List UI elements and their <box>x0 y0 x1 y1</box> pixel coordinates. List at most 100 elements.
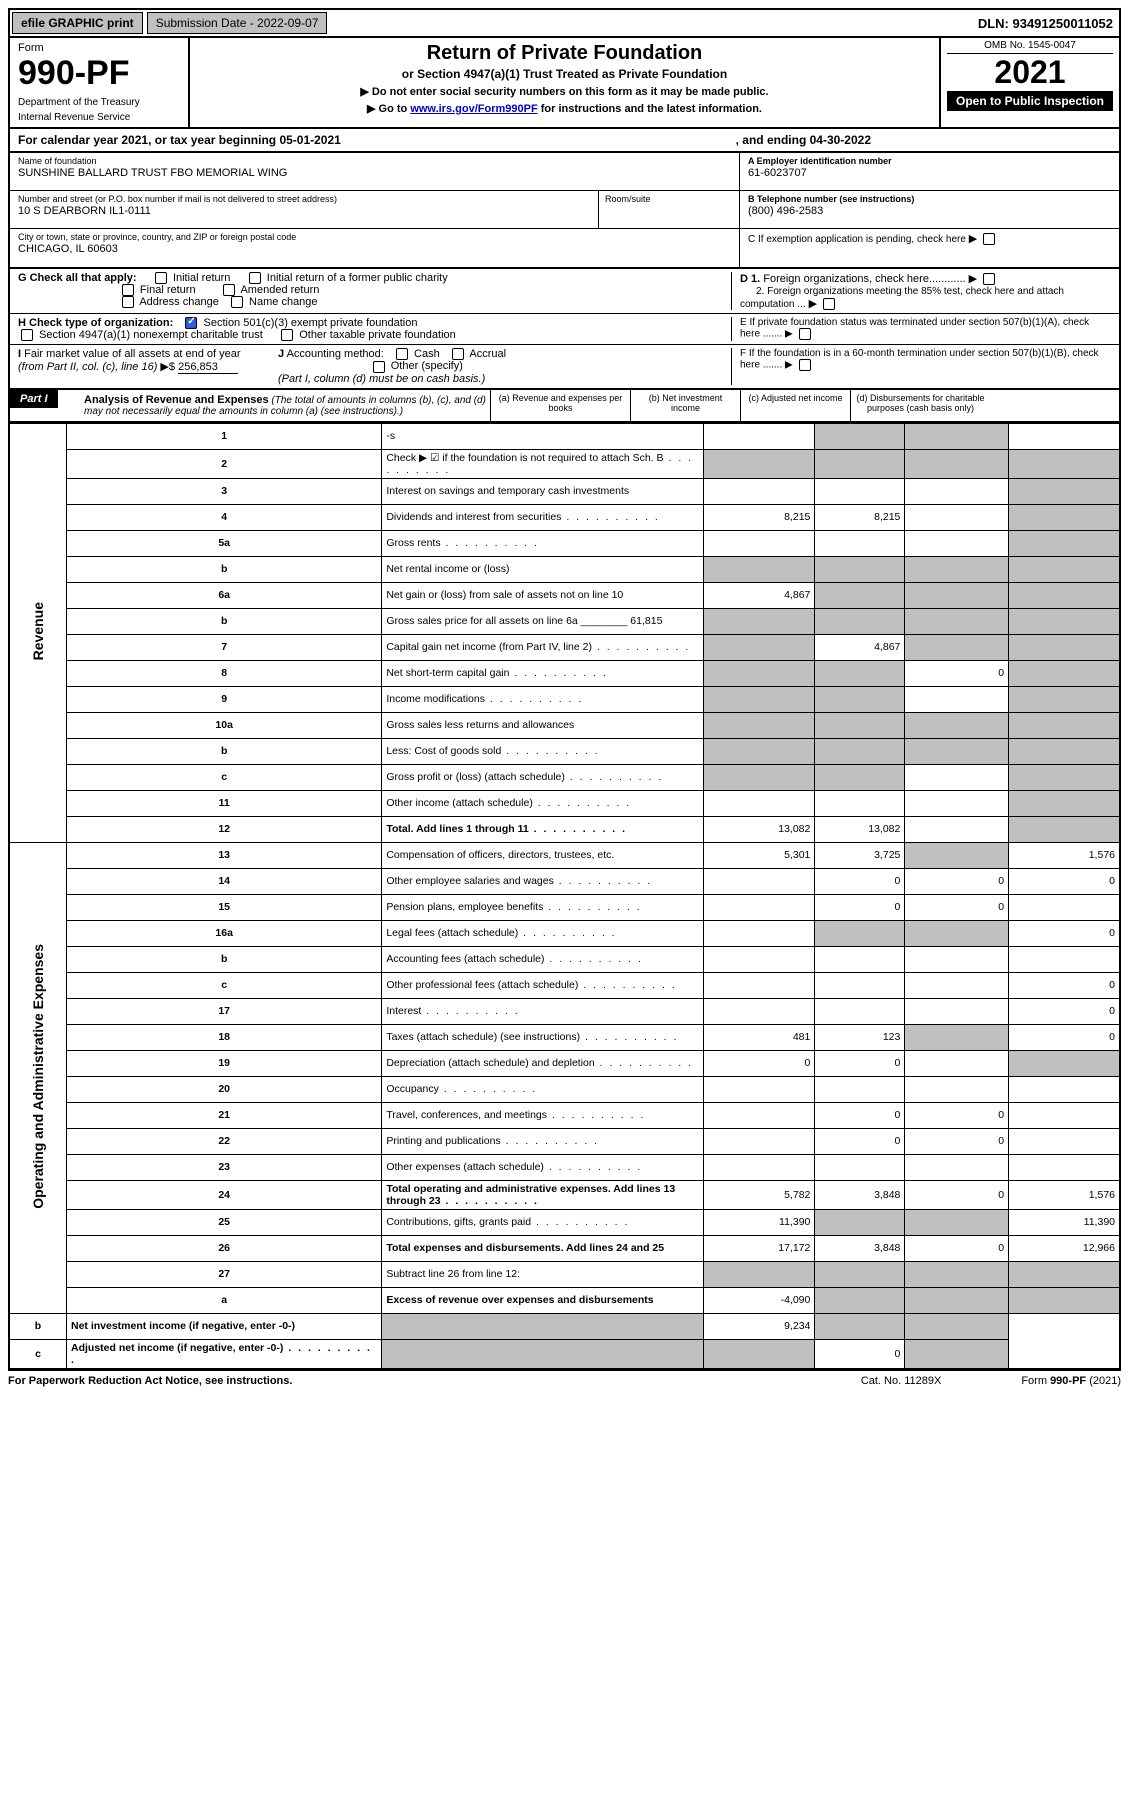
line-number: 11 <box>67 790 382 816</box>
cb-initial-former[interactable] <box>249 272 261 284</box>
cb-namechange[interactable] <box>231 296 243 308</box>
table-row: 16aLegal fees (attach schedule)0 <box>9 920 1120 946</box>
cell-value: 123 <box>815 1024 905 1050</box>
line-number: 17 <box>67 998 382 1024</box>
cell-value: 0 <box>905 894 1009 920</box>
checks-section: G Check all that apply: Initial return I… <box>8 269 1121 390</box>
line-number: 16a <box>67 920 382 946</box>
cell-value <box>1009 1076 1120 1102</box>
d1-label: D 1. Foreign organizations, check here..… <box>740 273 966 285</box>
room-cell: Room/suite <box>599 191 739 228</box>
col-b-header: (b) Net investment income <box>630 390 740 421</box>
cell-value <box>905 1076 1009 1102</box>
cell-value <box>815 764 905 790</box>
line-number: 10a <box>67 712 382 738</box>
irs-link[interactable]: www.irs.gov/Form990PF <box>410 103 537 115</box>
form-subtitle: or Section 4947(a)(1) Trust Treated as P… <box>198 67 931 81</box>
cb-amended[interactable] <box>223 284 235 296</box>
table-row: 15Pension plans, employee benefits00 <box>9 894 1120 920</box>
cell-value <box>815 1076 905 1102</box>
cell-value <box>815 608 905 634</box>
cell-value <box>382 1313 704 1339</box>
cell-value: 17,172 <box>704 1235 815 1261</box>
cell-value <box>704 712 815 738</box>
cell-value <box>704 946 815 972</box>
cell-value: 0 <box>815 894 905 920</box>
line-number: 5a <box>67 530 382 556</box>
ein-label: A Employer identification number <box>748 156 1111 166</box>
cell-value <box>1009 556 1120 582</box>
line-number: 19 <box>67 1050 382 1076</box>
h-label: H Check type of organization: <box>18 317 173 329</box>
cell-value <box>704 556 815 582</box>
cell-value <box>1009 660 1120 686</box>
cb-f[interactable] <box>799 359 811 371</box>
line-number: 14 <box>67 868 382 894</box>
phone-cell: B Telephone number (see instructions) (8… <box>740 191 1119 229</box>
cb-addrchange[interactable] <box>122 296 134 308</box>
cell-value <box>1009 1261 1120 1287</box>
cell-value: 0 <box>815 1339 905 1369</box>
j-other: Other (specify) <box>391 360 463 372</box>
cell-value <box>905 1313 1009 1339</box>
cell-value <box>704 1154 815 1180</box>
cb-other-tax[interactable] <box>281 329 293 341</box>
cell-value <box>1009 504 1120 530</box>
arrow-icon: ▶ <box>969 233 981 245</box>
cb-accrual[interactable] <box>452 348 464 360</box>
cell-value <box>1009 1154 1120 1180</box>
cb-initial[interactable] <box>155 272 167 284</box>
cell-value: 0 <box>1009 1024 1120 1050</box>
cell-value <box>704 449 815 478</box>
line-desc: Other employee salaries and wages <box>382 868 704 894</box>
cb-d1[interactable] <box>983 273 995 285</box>
cell-value <box>905 530 1009 556</box>
cell-value: 1,576 <box>1009 842 1120 868</box>
cell-value: 1,576 <box>1009 1180 1120 1209</box>
cb-final[interactable] <box>122 284 134 296</box>
cell-value <box>1009 1050 1120 1076</box>
cb-other-method[interactable] <box>373 361 385 373</box>
cell-value <box>704 764 815 790</box>
cell-value <box>704 894 815 920</box>
cell-value: 8,215 <box>704 504 815 530</box>
cell-value <box>905 946 1009 972</box>
cell-value <box>905 998 1009 1024</box>
c-checkbox[interactable] <box>983 233 995 245</box>
cell-value: 0 <box>1009 920 1120 946</box>
cell-value <box>905 449 1009 478</box>
form-container: efile GRAPHIC print Submission Date - 20… <box>0 0 1129 1399</box>
line-number: b <box>67 556 382 582</box>
cell-value: 9,234 <box>704 1313 815 1339</box>
j-cash: Cash <box>414 348 440 360</box>
phone-value: (800) 496-2583 <box>748 205 1111 217</box>
line-desc: Check ▶ ☑ if the foundation is not requi… <box>382 449 704 478</box>
g-addr: Address change <box>139 296 219 308</box>
cell-value <box>704 530 815 556</box>
cell-value <box>704 1261 815 1287</box>
line-desc: Other professional fees (attach schedule… <box>382 972 704 998</box>
cell-value <box>905 504 1009 530</box>
cell-value <box>1009 894 1120 920</box>
cell-value <box>905 1024 1009 1050</box>
line-desc: Pension plans, employee benefits <box>382 894 704 920</box>
table-row: bLess: Cost of goods sold <box>9 738 1120 764</box>
cell-value <box>905 738 1009 764</box>
g-amended: Amended return <box>240 284 319 296</box>
table-row: 20Occupancy <box>9 1076 1120 1102</box>
table-row: 9Income modifications <box>9 686 1120 712</box>
form-title: Return of Private Foundation <box>198 42 931 65</box>
cb-4947[interactable] <box>21 329 33 341</box>
cb-e[interactable] <box>799 328 811 340</box>
i-value: 256,853 <box>178 361 238 374</box>
cb-d2[interactable] <box>823 298 835 310</box>
table-row: 24Total operating and administrative exp… <box>9 1180 1120 1209</box>
line-number: c <box>67 972 382 998</box>
efile-print-button[interactable]: efile GRAPHIC print <box>12 12 143 34</box>
cb-cash[interactable] <box>396 348 408 360</box>
line-desc: Gross rents <box>382 530 704 556</box>
ein-cell: A Employer identification number 61-6023… <box>740 153 1119 191</box>
cb-501c3[interactable] <box>185 317 197 329</box>
cell-value <box>815 530 905 556</box>
submission-date: Submission Date - 2022-09-07 <box>147 12 328 34</box>
